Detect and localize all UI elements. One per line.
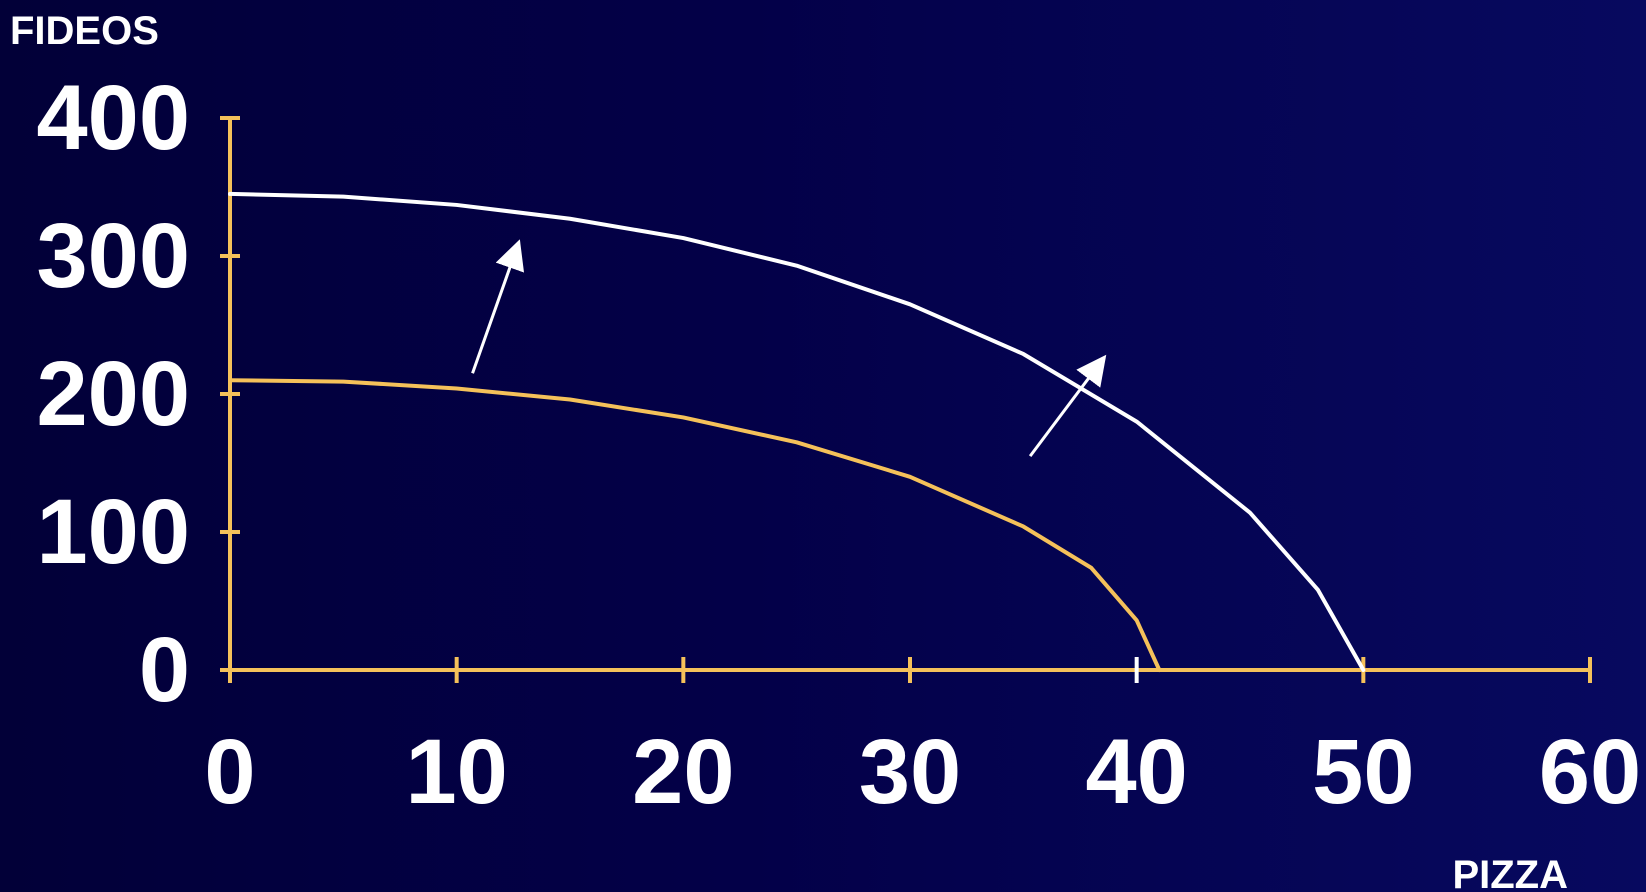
x-tick-label-40: 40 — [1085, 721, 1187, 823]
tick-labels: 0 10 20 30 40 50 60 0 100 200 300 400 — [37, 67, 1642, 823]
y-tick-label-100: 100 — [37, 481, 191, 583]
y-tick-label-400: 400 — [37, 67, 191, 169]
tick-marks — [220, 116, 1592, 683]
x-tick-label-30: 30 — [859, 721, 961, 823]
shifted-frontier-curve — [228, 191, 1366, 672]
curves — [228, 191, 1366, 672]
x-tick-label-10: 10 — [405, 721, 507, 823]
x-axis-label: PIZZA — [1452, 853, 1568, 892]
y-tick-label-200: 200 — [37, 343, 191, 445]
annotations — [471, 239, 1107, 458]
y-tick-label-0: 0 — [139, 619, 190, 721]
axes — [228, 116, 1592, 672]
x-tick-label-20: 20 — [632, 721, 734, 823]
y-axis-label: FIDEOS — [10, 9, 159, 53]
shift-arrow-2 — [1028, 354, 1107, 458]
original-frontier-curve — [228, 378, 1162, 672]
shift-arrow-1 — [471, 239, 525, 374]
y-tick-label-300: 300 — [37, 205, 191, 307]
x-tick-label-0: 0 — [204, 721, 255, 823]
x-tick-label-50: 50 — [1312, 721, 1414, 823]
x-tick-label-60: 60 — [1539, 721, 1641, 823]
